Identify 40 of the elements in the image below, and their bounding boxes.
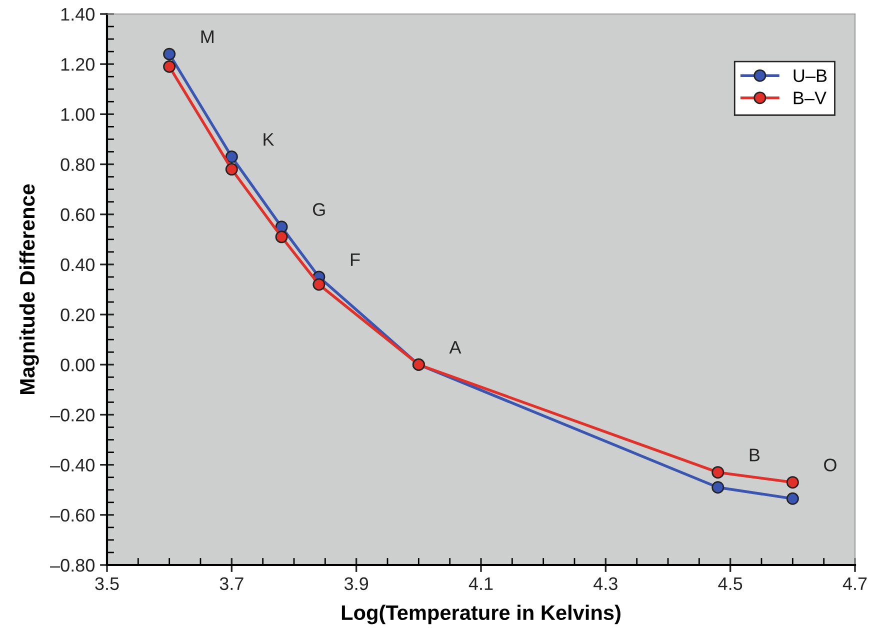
legend-label: U–B	[794, 69, 827, 82]
y-tick-label: 1.20	[61, 58, 94, 71]
annotation: F	[350, 253, 360, 266]
point	[712, 466, 724, 479]
y-tick-label: 0.40	[60, 258, 94, 272]
point	[786, 476, 799, 489]
y-tick-label: –0.60	[50, 508, 94, 522]
x-tick-label: 3.5	[95, 577, 119, 590]
x-axis-title: Log(Temperature in Kelvins)	[342, 604, 620, 624]
point	[786, 492, 799, 505]
x-tick-label: 4.7	[842, 577, 867, 590]
x-tick-label: 4.3	[594, 577, 618, 590]
y-tick-label: 0.00	[60, 358, 94, 372]
y-tick-label: 1.00	[61, 108, 94, 121]
annotation: O	[824, 458, 836, 472]
annotation: B	[750, 448, 760, 462]
x-tick-label: 4.5	[718, 577, 742, 590]
point	[712, 481, 724, 494]
y-axis-title: Magnitude Difference	[19, 184, 39, 394]
annotation: M	[201, 30, 214, 43]
y-tick-label: –0.40	[50, 458, 94, 472]
y-tick-label: 1.40	[61, 8, 94, 21]
point	[225, 150, 238, 164]
legend-label: B–V	[794, 92, 826, 104]
y-tick-label: 0.80	[60, 158, 94, 171]
y-tick-label: 0.60	[60, 208, 94, 222]
annotation: A	[449, 341, 462, 354]
point	[163, 48, 176, 60]
y-tick-label: –0.20	[50, 408, 94, 422]
x-tick-label: 4.1	[468, 577, 493, 590]
x-tick-label: 3.9	[344, 577, 368, 590]
point	[312, 278, 326, 291]
annotation: G	[312, 203, 325, 216]
y-tick-label: –0.80	[50, 558, 94, 572]
point	[225, 163, 238, 176]
point	[163, 60, 176, 73]
point	[275, 230, 288, 244]
x-tick-label: 3.7	[220, 577, 244, 590]
annotation: K	[264, 133, 274, 146]
y-tick-label: 0.20	[60, 308, 94, 322]
